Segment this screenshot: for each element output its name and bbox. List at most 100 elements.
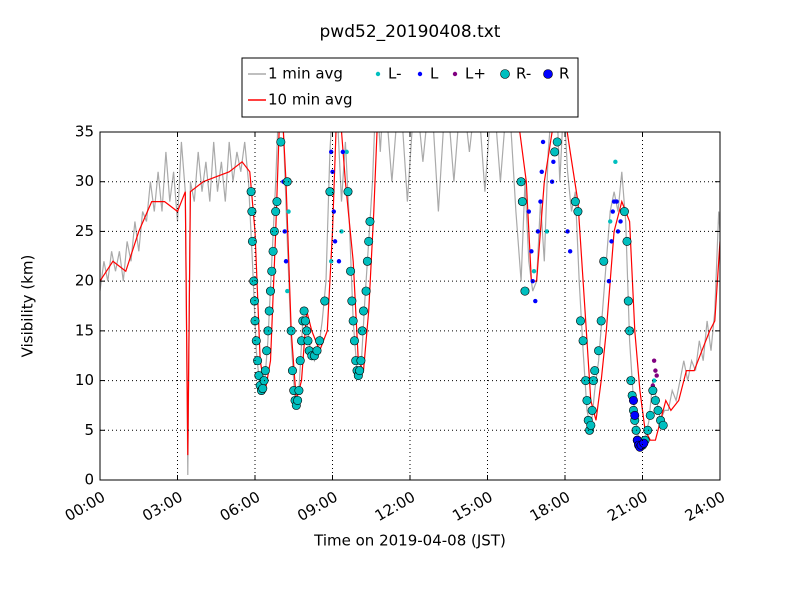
data-point: [565, 229, 570, 234]
data-point: [586, 420, 596, 430]
y-tick-label: 0: [84, 471, 94, 489]
data-point: [619, 207, 629, 217]
data-point: [287, 366, 297, 376]
data-point: [539, 169, 544, 174]
data-point: [533, 298, 538, 304]
data-point: [630, 410, 640, 420]
data-point: [320, 296, 330, 306]
data-point: [330, 169, 335, 174]
data-point: [364, 236, 374, 246]
legend-label: R: [559, 65, 569, 83]
y-tick-label: 20: [75, 272, 94, 290]
data-point: [293, 395, 303, 405]
data-point: [276, 137, 286, 147]
data-point: [325, 187, 335, 197]
data-point: [639, 438, 649, 448]
data-point: [349, 336, 359, 346]
x-tick-label: 06:00: [217, 488, 263, 525]
legend-label: L: [430, 65, 439, 83]
data-point: [295, 356, 305, 366]
data-point: [362, 256, 372, 266]
data-point: [365, 216, 375, 226]
x-tick-label: 15:00: [449, 488, 495, 525]
data-point: [587, 405, 597, 415]
data-point: [618, 219, 623, 224]
legend-label: L-: [388, 65, 402, 83]
x-tick-label: 00:00: [62, 488, 108, 525]
data-point: [578, 336, 588, 346]
data-point: [575, 316, 585, 326]
data-point: [332, 239, 338, 244]
chart-title: pwd52_20190408.txt: [320, 22, 501, 42]
legend-swatch: [452, 71, 458, 77]
data-point: [264, 306, 274, 316]
data-point: [540, 139, 546, 145]
data-point: [645, 410, 655, 420]
legend-swatch: [417, 71, 423, 77]
data-point: [361, 286, 371, 296]
data-point: [551, 159, 556, 165]
data-point: [552, 137, 562, 147]
data-point: [573, 207, 583, 217]
data-point: [529, 249, 534, 254]
data-point: [315, 336, 325, 346]
y-axis-label: Visibility (km): [19, 255, 37, 358]
data-point: [615, 229, 621, 234]
data-point: [302, 326, 312, 336]
data-point: [517, 197, 527, 207]
data-point: [343, 187, 353, 197]
x-tick-label: 12:00: [372, 488, 418, 525]
x-tick-label: 21:00: [604, 488, 650, 525]
data-point: [312, 346, 322, 356]
data-point: [339, 229, 344, 234]
plot-area: [100, 132, 720, 476]
data-point: [299, 306, 309, 316]
data-point: [265, 286, 275, 296]
x-tick-label: 09:00: [294, 488, 340, 525]
data-point: [651, 358, 657, 363]
data-point: [355, 366, 365, 376]
data-point: [247, 207, 257, 217]
y-tick-label: 25: [75, 222, 94, 240]
data-point: [614, 199, 619, 204]
data-point: [610, 209, 615, 214]
y-tick-label: 10: [75, 371, 94, 389]
data-point: [269, 226, 279, 236]
data-point: [344, 149, 349, 155]
data-point: [526, 209, 532, 214]
data-point: [340, 149, 346, 155]
legend-label: R-: [516, 65, 531, 83]
data-point: [262, 346, 272, 356]
data-point: [622, 236, 632, 246]
x-tick-label: 18:00: [527, 488, 573, 525]
x-tick-label: 03:00: [139, 488, 185, 525]
data-point: [626, 376, 636, 386]
data-point: [358, 306, 368, 316]
data-point: [249, 276, 259, 286]
data-point: [570, 197, 580, 207]
data-point: [246, 187, 256, 197]
data-point: [550, 147, 560, 157]
data-point: [544, 229, 550, 234]
data-point: [247, 236, 257, 246]
data-point: [294, 386, 304, 396]
series-line: [100, 132, 720, 476]
data-point: [609, 239, 614, 244]
data-point: [268, 246, 278, 256]
data-point: [258, 384, 268, 394]
data-point: [648, 386, 658, 396]
data-point: [283, 259, 289, 264]
data-point: [599, 256, 609, 266]
data-point: [590, 366, 600, 376]
data-point: [346, 266, 356, 276]
data-point: [625, 326, 635, 336]
data-point: [653, 368, 658, 373]
data-point: [596, 316, 606, 326]
data-point: [651, 378, 657, 383]
data-point: [658, 420, 668, 430]
data-point: [520, 286, 530, 296]
data-point: [282, 177, 292, 187]
legend-label: 1 min avg: [268, 65, 343, 83]
data-point: [251, 336, 261, 346]
